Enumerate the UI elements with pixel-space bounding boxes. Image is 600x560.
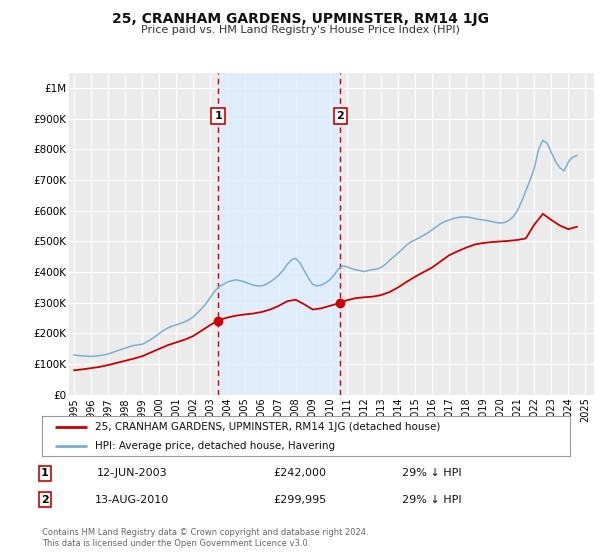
Text: 2: 2 <box>41 494 49 505</box>
Text: 29% ↓ HPI: 29% ↓ HPI <box>402 494 462 505</box>
Text: 1: 1 <box>214 111 222 122</box>
Text: £299,995: £299,995 <box>274 494 326 505</box>
Text: 25, CRANHAM GARDENS, UPMINSTER, RM14 1JG: 25, CRANHAM GARDENS, UPMINSTER, RM14 1JG <box>112 12 488 26</box>
Text: 13-AUG-2010: 13-AUG-2010 <box>95 494 169 505</box>
Text: Contains HM Land Registry data © Crown copyright and database right 2024.: Contains HM Land Registry data © Crown c… <box>42 528 368 536</box>
Text: 29% ↓ HPI: 29% ↓ HPI <box>402 468 462 478</box>
Text: HPI: Average price, detached house, Havering: HPI: Average price, detached house, Have… <box>95 441 335 451</box>
Text: £242,000: £242,000 <box>274 468 326 478</box>
Text: This data is licensed under the Open Government Licence v3.0.: This data is licensed under the Open Gov… <box>42 539 310 548</box>
Text: 12-JUN-2003: 12-JUN-2003 <box>97 468 167 478</box>
Text: 2: 2 <box>337 111 344 122</box>
Text: 25, CRANHAM GARDENS, UPMINSTER, RM14 1JG (detached house): 25, CRANHAM GARDENS, UPMINSTER, RM14 1JG… <box>95 422 440 432</box>
Text: 1: 1 <box>41 468 49 478</box>
Bar <box>218 73 340 395</box>
Text: Price paid vs. HM Land Registry's House Price Index (HPI): Price paid vs. HM Land Registry's House … <box>140 25 460 35</box>
